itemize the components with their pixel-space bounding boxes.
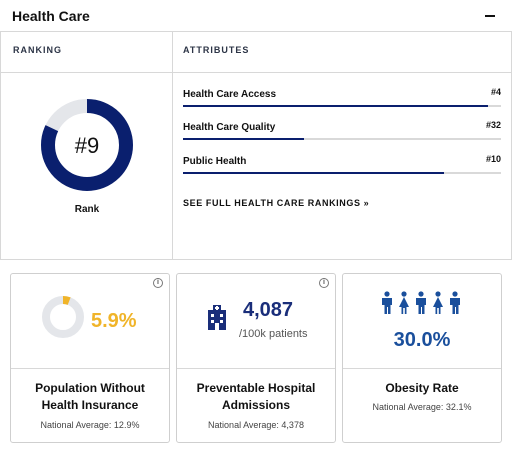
person-icon (382, 291, 392, 314)
attribute-row-public-health[interactable]: Public Health #10 (183, 154, 501, 180)
attribute-rank: #10 (485, 154, 501, 164)
attribute-bar-track (183, 105, 501, 107)
rank-number: #9 (74, 133, 100, 158)
person-icon (416, 291, 426, 314)
ranking-attributes-panel: RANKING ATTRIBUTES #9 Rank Health Care A… (0, 32, 512, 260)
attribute-bar-track (183, 138, 501, 140)
ranking-column-label: RANKING (13, 45, 62, 55)
obesity-value: 30.0% (393, 329, 451, 351)
collapse-minus-icon[interactable] (484, 9, 498, 23)
person-icon (399, 291, 409, 314)
info-icon[interactable]: i (319, 278, 329, 288)
national-average: National Average: 32.1% (372, 402, 472, 412)
admissions-value: 4,087 (243, 299, 294, 321)
metric-label: Population Without Health Insurance (35, 381, 145, 412)
national-average: National Average: 4,378 (208, 420, 304, 430)
metric-label: Preventable Hospital Admissions (196, 381, 316, 412)
attribute-row-quality[interactable]: Health Care Quality #32 (183, 120, 501, 146)
card-divider (11, 368, 169, 369)
info-icon[interactable]: i (153, 278, 163, 288)
metric-card-obesity: 30.0% Obesity Rate National Average: 32.… (342, 273, 502, 443)
rank-donut-fill (41, 99, 133, 191)
rank-donut-chart (41, 99, 133, 191)
attribute-bar-fill (183, 138, 304, 140)
person-icon (450, 291, 460, 314)
people-icon-group (382, 291, 460, 314)
metric-card-uninsured: i 5.9% Population Without Health Insuran… (10, 273, 170, 443)
person-icon (433, 291, 443, 314)
card-divider (177, 368, 335, 369)
column-divider (172, 32, 173, 259)
card-divider (343, 368, 501, 369)
uninsured-donut-chart (42, 296, 84, 338)
metric-label: Obesity Rate (385, 381, 459, 395)
hospital-icon (208, 305, 226, 330)
attribute-bar-track (183, 172, 501, 174)
section-title: Health Care (12, 8, 90, 24)
attribute-row-access[interactable]: Health Care Access #4 (183, 87, 501, 113)
header-divider (1, 72, 511, 73)
uninsured-donut-track (42, 296, 84, 338)
attribute-rank: #4 (490, 87, 501, 97)
attribute-label: Health Care Quality (183, 122, 276, 133)
attribute-bar-fill (183, 105, 489, 107)
section-header: Health Care (0, 0, 512, 32)
uninsured-donut-fill (42, 296, 84, 338)
metric-card-admissions: i 4,087 /100k patients Preventable Hospi… (176, 273, 336, 443)
attributes-column-label: ATTRIBUTES (183, 45, 250, 55)
national-average: National Average: 12.9% (40, 420, 140, 430)
attribute-bar-fill (183, 172, 444, 174)
admissions-unit: /100k patients (239, 328, 308, 340)
see-full-rankings-link[interactable]: SEE FULL HEALTH CARE RANKINGS » (183, 198, 370, 208)
attribute-label: Public Health (183, 156, 247, 167)
rank-caption: Rank (74, 204, 100, 215)
uninsured-value: 5.9% (91, 310, 137, 332)
attribute-label: Health Care Access (183, 89, 277, 100)
attribute-rank: #32 (485, 120, 501, 130)
